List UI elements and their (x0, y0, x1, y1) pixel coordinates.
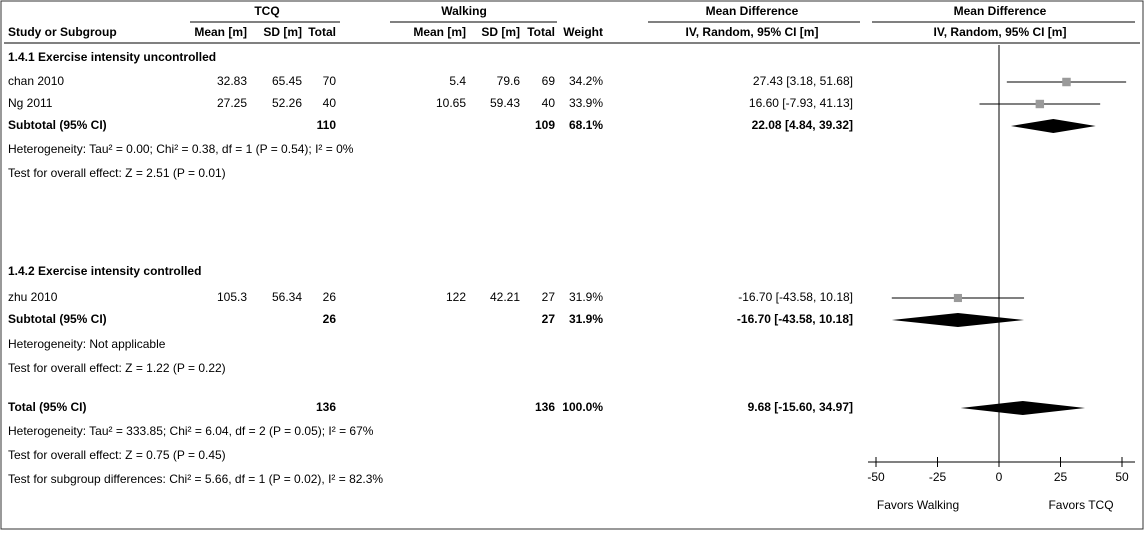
column-header: IV, Random, 95% CI [m] (934, 25, 1067, 39)
group-header: Walking (441, 4, 487, 18)
cell: 10.65 (436, 96, 466, 110)
cell: 40 (323, 96, 337, 110)
ci: -16.70 [-43.58, 10.18] (737, 312, 853, 326)
heterogeneity: Heterogeneity: Tau² = 333.85; Chi² = 6.0… (8, 424, 374, 438)
overall-effect: Test for overall effect: Z = 1.22 (P = 0… (8, 361, 226, 375)
summary-label: Total (95% CI) (8, 400, 86, 414)
column-header: Total (308, 25, 336, 39)
cell: 42.21 (490, 290, 520, 304)
column-header: Mean [m] (194, 25, 247, 39)
heterogeneity: Heterogeneity: Not applicable (8, 337, 166, 351)
group-header: Mean Difference (954, 4, 1047, 18)
overall-effect: Test for overall effect: Z = 2.51 (P = 0… (8, 166, 226, 180)
cell: 40 (542, 96, 556, 110)
cell: 32.83 (217, 74, 247, 88)
column-header: Weight (563, 25, 603, 39)
study-name: chan 2010 (8, 74, 64, 88)
weight: 100.0% (562, 400, 603, 414)
weight: 68.1% (569, 118, 603, 132)
study-name: zhu 2010 (8, 290, 58, 304)
cell: 69 (542, 74, 556, 88)
ci: 9.68 [-15.60, 34.97] (748, 400, 853, 414)
cell: 110 (317, 118, 337, 132)
study-square (1035, 99, 1045, 109)
study-name: Ng 2011 (8, 96, 53, 110)
cell: 136 (535, 400, 555, 414)
cell: 65.45 (272, 74, 302, 88)
ci: 27.43 [3.18, 51.68] (753, 74, 853, 88)
favors-label: Favors TCQ (1048, 498, 1113, 512)
summary-diamond (891, 313, 1025, 327)
ci: 16.60 [-7.93, 41.13] (749, 96, 853, 110)
summary-label: Subtotal (95% CI) (8, 118, 107, 132)
column-header: Total (527, 25, 555, 39)
summary-diamond (1010, 119, 1096, 133)
weight: 33.9% (569, 96, 603, 110)
x-tick-label: -50 (867, 470, 885, 484)
cell: 122 (446, 290, 466, 304)
weight: 31.9% (569, 290, 603, 304)
cell: 56.34 (272, 290, 302, 304)
x-tick-label: 25 (1054, 470, 1068, 484)
cell: 26 (323, 290, 337, 304)
column-header: SD [m] (263, 25, 302, 39)
ci: 22.08 [4.84, 39.32] (752, 118, 853, 132)
cell: 136 (316, 400, 336, 414)
subgroup-differences: Test for subgroup differences: Chi² = 5.… (8, 472, 383, 486)
overall-effect: Test for overall effect: Z = 0.75 (P = 0… (8, 448, 226, 462)
cell: 105.3 (217, 290, 247, 304)
cell: 27 (542, 290, 556, 304)
favors-label: Favors Walking (877, 498, 959, 512)
study-square (1062, 77, 1071, 87)
group-header: TCQ (254, 4, 279, 18)
column-header: SD [m] (481, 25, 520, 39)
x-tick-label: 0 (996, 470, 1003, 484)
cell: 70 (323, 74, 337, 88)
subgroup-title: 1.4.2 Exercise intensity controlled (8, 264, 201, 278)
x-tick-label: -25 (929, 470, 947, 484)
cell: 27 (542, 312, 556, 326)
subgroup-title: 1.4.1 Exercise intensity uncontrolled (8, 50, 216, 64)
column-header: IV, Random, 95% CI [m] (686, 25, 819, 39)
column-header: Study or Subgroup (8, 25, 117, 39)
cell: 26 (323, 312, 337, 326)
heterogeneity: Heterogeneity: Tau² = 0.00; Chi² = 0.38,… (8, 142, 354, 156)
cell: 109 (535, 118, 555, 132)
summary-label: Subtotal (95% CI) (8, 312, 107, 326)
weight: 31.9% (569, 312, 603, 326)
summary-diamond (960, 401, 1086, 415)
weight: 34.2% (569, 74, 603, 88)
ci: -16.70 [-43.58, 10.18] (738, 290, 853, 304)
column-header: Mean [m] (413, 25, 466, 39)
cell: 79.6 (497, 74, 521, 88)
study-square (953, 293, 962, 303)
cell: 52.26 (272, 96, 302, 110)
cell: 5.4 (449, 74, 466, 88)
cell: 27.25 (217, 96, 247, 110)
group-header: Mean Difference (706, 4, 799, 18)
cell: 59.43 (490, 96, 520, 110)
x-tick-label: 50 (1115, 470, 1129, 484)
